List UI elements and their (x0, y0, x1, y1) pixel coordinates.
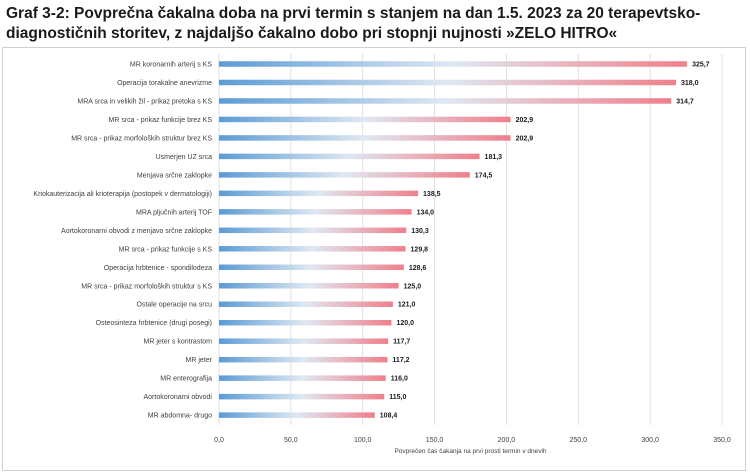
category-label: MR srca - prikaz morfoloških struktur br… (71, 135, 212, 142)
x-tick-label: 100,0 (354, 437, 372, 444)
value-label: 125,0 (404, 283, 422, 290)
value-label: 129,8 (411, 246, 429, 253)
gridlines (218, 54, 723, 426)
category-label: MR jeter s kontrastom (144, 339, 213, 346)
value-label: 314,7 (676, 98, 694, 105)
x-tick-label: 50,0 (284, 437, 298, 444)
value-label: 134,0 (417, 209, 435, 216)
bar (219, 319, 392, 326)
value-label: 117,7 (393, 339, 410, 346)
value-label: 130,3 (411, 228, 429, 235)
value-label: 120,0 (396, 320, 414, 327)
bar (219, 246, 406, 252)
value-label: 174,5 (475, 172, 493, 179)
category-label: Operacija torakalne anevrizme (117, 80, 212, 87)
bar (219, 79, 677, 86)
bars: MR koronarnih arterij s KS 325,7 Operacija… (33, 61, 710, 420)
value-label: 116,0 (391, 376, 408, 383)
bar (219, 116, 511, 123)
value-label: 202,9 (516, 117, 534, 124)
category-label: MR koronarnih arterij s KS (130, 62, 212, 69)
value-label: 202,9 (516, 135, 534, 142)
bar (219, 61, 688, 67)
value-label: 128,6 (409, 265, 427, 272)
bar (219, 264, 404, 271)
category-label: Aortokoronarni obvodi (144, 394, 213, 401)
x-tick-label: 200,0 (498, 437, 516, 444)
category-label: Kriokauterizacija ali krioterapija (post… (33, 191, 212, 198)
x-tick-label: 350,0 (713, 437, 731, 444)
category-label: Ostale operacije na srcu (137, 302, 213, 309)
category-label: MRA srca in velikih žil - prikaz pretoka… (77, 98, 212, 105)
category-label: MR srca - prikaz funkcije s KS (119, 246, 213, 253)
x-tick-label: 150,0 (426, 437, 444, 444)
bar (219, 135, 511, 141)
bar (219, 412, 375, 418)
bar (219, 227, 407, 234)
category-label: MR enterografija (160, 376, 212, 383)
bar (219, 393, 385, 400)
x-axis-ticks: 0,0 50,0 100,0 150,0 200,0 250,0 300,0 350,0 (214, 437, 731, 444)
bar (219, 301, 393, 307)
category-label: Aortokoronarni obvodi z menjavo srčne za… (61, 228, 212, 235)
category-label: MR jeter (186, 357, 213, 364)
x-tick-label: 250,0 (570, 437, 588, 444)
bar (219, 375, 386, 381)
category-label: MR abdomna- drugo (148, 413, 212, 420)
bar (219, 172, 470, 178)
bar (219, 98, 672, 104)
value-label: 318,0 (681, 80, 699, 87)
bar (219, 209, 412, 215)
x-tick-label: 300,0 (641, 437, 659, 444)
category-label: Osteosinteza hrbtenice (drugi posegi) (96, 320, 212, 327)
category-label: Menjava srčne zaklopke (137, 172, 212, 179)
bar (219, 338, 389, 344)
value-label: 121,0 (398, 302, 416, 309)
category-label: Operacija hrbtenice - spondilodeza (104, 265, 212, 272)
chart-title: Graf 3-2: Povprečna čakalna doba na prvi… (6, 5, 701, 42)
bar (219, 190, 419, 197)
category-label: MR srca - prikaz morfoloških struktur s … (81, 283, 212, 290)
value-label: 115,0 (389, 394, 406, 401)
x-axis-title: Povprečen čas čakanja na prvi prosti ter… (394, 448, 546, 455)
value-label: 181,3 (485, 154, 503, 161)
category-label: MR srca - prikaz funkcije brez KS (109, 117, 213, 124)
value-label: 325,7 (692, 62, 710, 69)
value-label: 138,5 (423, 191, 441, 198)
bar (219, 153, 480, 160)
value-label: 108,4 (380, 413, 398, 420)
bar (219, 356, 388, 363)
x-tick-label: 0,0 (214, 437, 224, 444)
value-label: 117,2 (392, 357, 409, 364)
category-label: Usmerjen UZ srca (156, 154, 213, 161)
bar (219, 283, 399, 289)
category-label: MRA pljučnih arterij TOF (136, 209, 212, 216)
